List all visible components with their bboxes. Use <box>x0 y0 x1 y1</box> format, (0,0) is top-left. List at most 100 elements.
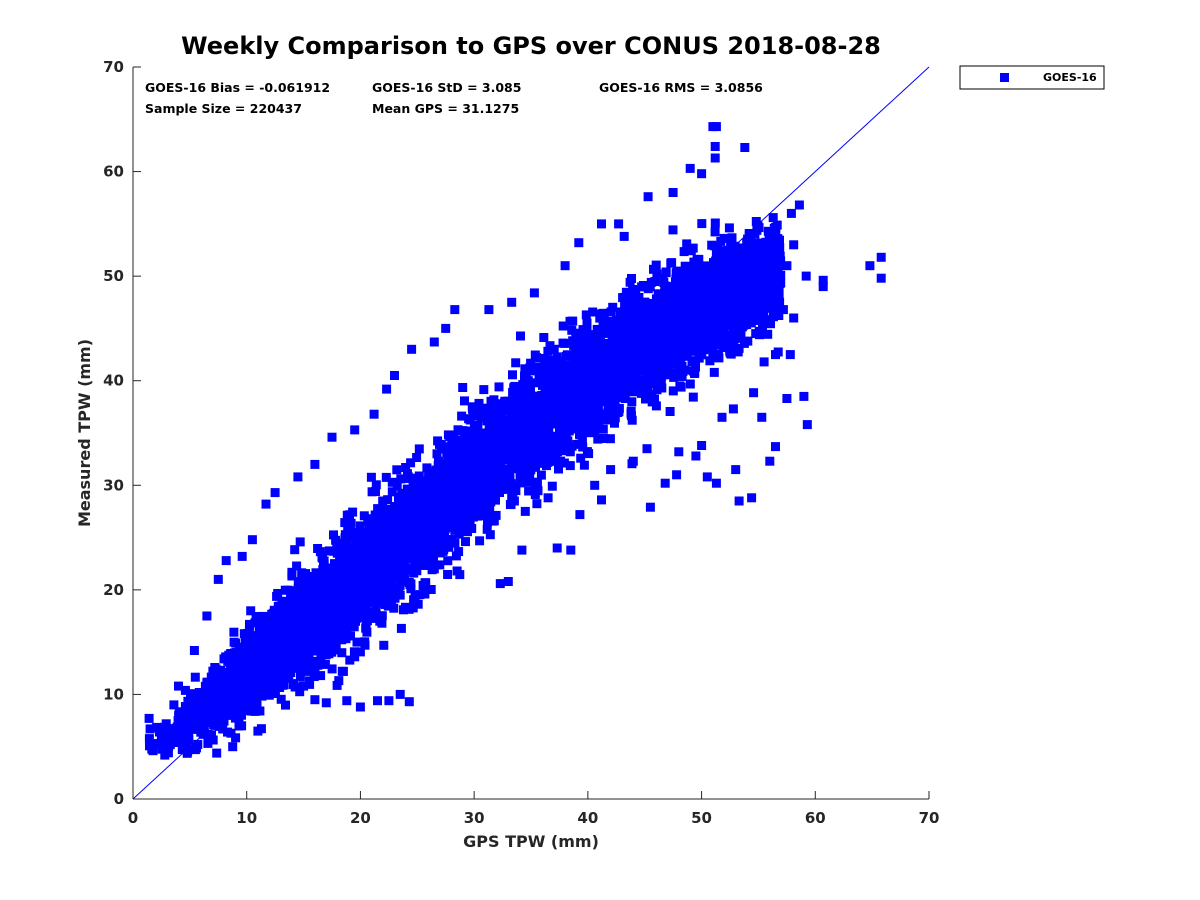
data-point-4055 <box>640 297 650 307</box>
data-point-4604 <box>532 477 542 487</box>
stats-block: GOES-16 Bias = -0.061912 GOES-16 StD = 3… <box>145 80 763 116</box>
data-point-3493 <box>262 617 272 627</box>
data-point-4027 <box>650 364 660 374</box>
data-point-4247 <box>510 381 520 391</box>
data-point-2951 <box>603 415 613 425</box>
data-point-4987 <box>294 581 304 591</box>
stat-std: GOES-16 StD = 3.085 <box>372 80 521 95</box>
data-point-3545 <box>508 370 517 380</box>
data-point-3773 <box>431 539 441 549</box>
data-point-3828 <box>305 676 314 686</box>
data-point-4178 <box>735 288 745 298</box>
data-point-232 <box>316 627 326 637</box>
data-point-3495 <box>535 372 545 382</box>
data-point-4111 <box>685 379 695 389</box>
data-point-2357 <box>749 388 759 398</box>
data-point-3933 <box>757 307 767 317</box>
data-point-4408 <box>351 531 361 541</box>
data-point-4449 <box>566 385 576 394</box>
data-point-4686 <box>413 539 423 549</box>
data-point-4566 <box>510 486 520 495</box>
data-point-3942 <box>443 556 453 566</box>
data-point-3639 <box>334 676 344 686</box>
data-point-3749 <box>552 352 562 362</box>
data-point-3872 <box>214 721 224 731</box>
data-point-4823 <box>325 571 335 581</box>
data-point-4681 <box>737 245 747 255</box>
data-point-4201 <box>300 657 310 667</box>
data-point-2200 <box>281 700 290 710</box>
data-point-4800 <box>627 415 637 425</box>
data-point-4680 <box>701 342 711 352</box>
data-point-4248 <box>625 294 634 304</box>
data-point-2449 <box>590 480 600 490</box>
data-point-3816 <box>313 660 323 670</box>
data-point-1977 <box>424 468 434 478</box>
data-point-4091 <box>453 425 463 435</box>
data-point-3963 <box>686 276 696 286</box>
data-point-4933 <box>620 300 630 310</box>
data-point-4659 <box>490 485 499 495</box>
data-point-4299 <box>184 745 194 755</box>
data-point-3865 <box>329 546 339 556</box>
data-point-4983 <box>689 366 698 376</box>
data-point-2533 <box>462 441 472 451</box>
data-point-3307 <box>208 735 218 745</box>
data-point-4176 <box>295 672 305 682</box>
data-point-1529 <box>723 330 733 340</box>
data-point-1777 <box>396 623 406 633</box>
data-point-1563 <box>460 396 469 406</box>
data-point-2151 <box>610 418 619 428</box>
data-point-4344 <box>671 268 681 278</box>
data-point-4511 <box>627 397 637 407</box>
data-point-3902 <box>575 429 584 439</box>
data-point-968 <box>508 387 518 397</box>
data-point-4868 <box>474 434 484 444</box>
data-point-1329 <box>297 568 307 578</box>
data-point-1527 <box>387 487 397 497</box>
data-point-1553 <box>549 456 559 466</box>
data-point-204 <box>290 545 300 555</box>
data-point-4716 <box>255 651 265 661</box>
data-point-2742 <box>665 407 675 416</box>
data-point-4768 <box>234 659 243 669</box>
data-point-3891 <box>582 447 592 457</box>
data-point-4890 <box>445 462 455 472</box>
data-point-4853 <box>320 659 330 669</box>
data-point-956 <box>593 434 603 444</box>
data-point-4888 <box>476 446 486 456</box>
data-point-4293 <box>486 494 496 504</box>
data-point-1917 <box>345 655 355 665</box>
data-point-1096 <box>539 333 549 342</box>
data-point-2542 <box>457 411 467 421</box>
data-point-4079 <box>524 468 534 478</box>
data-point-4553 <box>406 584 416 594</box>
data-point-4608 <box>483 517 492 527</box>
data-point-4246 <box>523 376 533 386</box>
data-point-3560 <box>308 573 318 583</box>
data-point-4358 <box>198 708 208 717</box>
data-point-4015 <box>755 245 765 255</box>
data-point-4095 <box>751 244 760 254</box>
data-point-4696 <box>238 682 248 692</box>
data-point-4073 <box>584 414 594 424</box>
data-point-636 <box>378 496 388 506</box>
data-point-2705 <box>210 720 220 730</box>
data-point-1434 <box>758 321 767 331</box>
data-point-1158 <box>680 261 690 271</box>
data-point-4807 <box>489 453 499 462</box>
data-point-4737 <box>561 351 571 361</box>
data-point-4534 <box>339 613 349 623</box>
data-point-2623 <box>404 486 414 496</box>
data-point-2866 <box>438 546 448 556</box>
data-point-4725 <box>367 613 377 623</box>
data-point-4924 <box>287 571 297 581</box>
data-point-2203 <box>450 538 460 548</box>
data-point-4007 <box>615 307 625 317</box>
data-point-4432 <box>157 727 167 737</box>
data-point-4599 <box>199 719 209 729</box>
data-point-202 <box>228 742 238 752</box>
data-point-846 <box>420 589 430 599</box>
data-point-4921 <box>771 222 781 232</box>
data-point-4092 <box>336 538 345 548</box>
